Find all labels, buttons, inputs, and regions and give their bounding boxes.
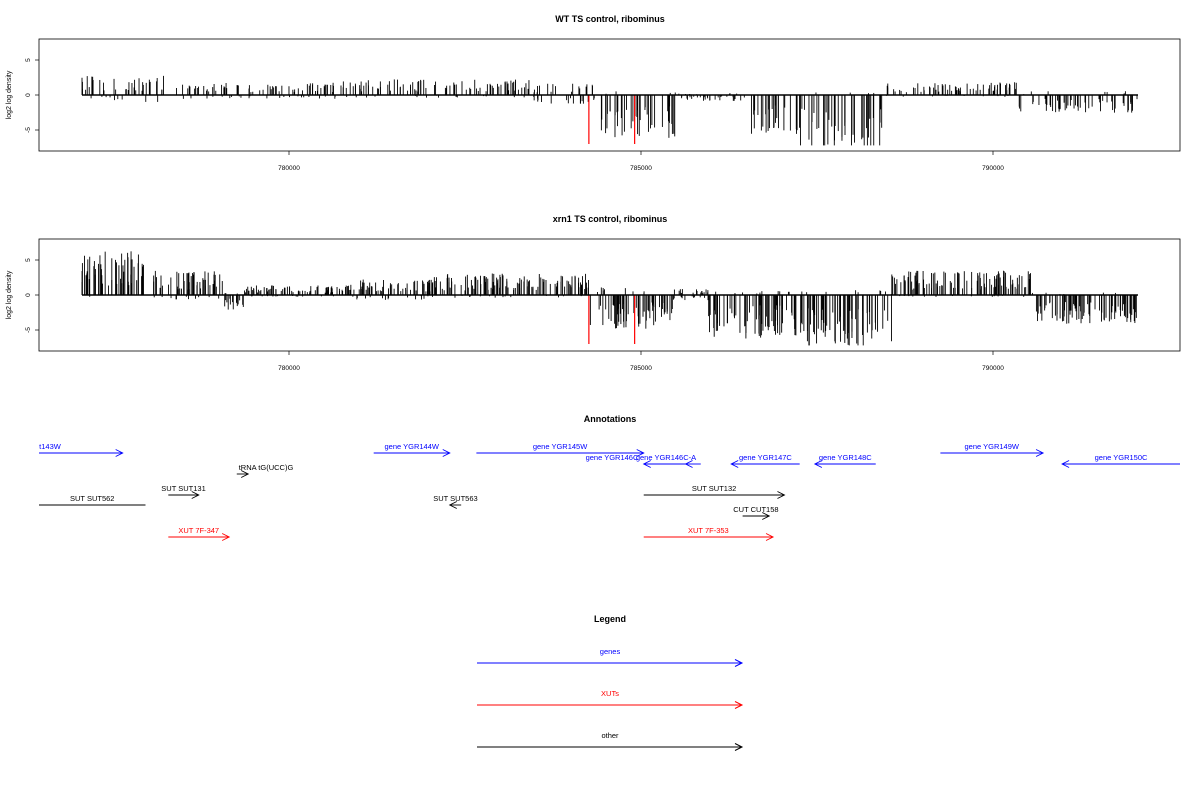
annotation-features: t143W gene YGR144W gene YGR145W gene YGR146… [39, 442, 1180, 541]
feature-label: gene YGR148C [819, 453, 872, 462]
annotation-feature: XUT 7F-347 [168, 526, 231, 541]
feature-label: gene YGR146C-A [636, 453, 696, 462]
xrn1-y-axis-label: log2 log density [6, 270, 13, 319]
annotation-feature: SUT SUT131 [161, 484, 206, 499]
wt-y-tick-label: -5 [25, 127, 32, 133]
arrowhead-right [221, 533, 231, 541]
wt-y-axis-label: log2 log density [6, 70, 13, 119]
legend-item: other [477, 731, 744, 751]
legend-item: XUTs [477, 689, 744, 709]
arrowhead-right [1035, 449, 1045, 457]
feature-label: gene YGR149W [964, 442, 1019, 451]
annotation-feature: gene YGR148C [813, 453, 876, 468]
feature-label: SUT SUT563 [433, 494, 477, 503]
annotation-feature: t143W [39, 442, 124, 457]
annotation-feature: gene YGR144W [373, 442, 451, 457]
annotation-feature: gene YGR146C [586, 453, 686, 468]
annotation-feature: gene YGR149W [940, 442, 1045, 457]
feature-label: gene YGR146C [586, 453, 639, 462]
legend: Legend genes XUTs other [477, 614, 744, 751]
wt-panel-title: WT TS control, ribominus [555, 14, 665, 24]
legend-items: genes XUTs other [477, 647, 744, 751]
arrowhead-left [448, 501, 457, 509]
arrowhead-left [684, 460, 693, 468]
feature-label: gene YGR145W [533, 442, 588, 451]
feature-label: SUT SUT562 [70, 494, 114, 503]
arrowhead-right [636, 449, 645, 457]
xrn1-y-tick-label: -5 [25, 327, 32, 333]
legend-item: genes [477, 647, 744, 667]
annotation-feature: SUT SUT132 [643, 484, 786, 499]
xrn1-x-tick-label: 790000 [982, 365, 1004, 372]
annotations-title: Annotations [584, 414, 637, 424]
feature-label: t143W [39, 442, 62, 451]
wt-x-tick-label: 785000 [630, 165, 652, 172]
arrowhead-left [813, 460, 823, 468]
wt-y-tick-label: 0 [25, 93, 32, 97]
feature-label: XUT 7F-347 [178, 526, 219, 535]
arrowhead-right [115, 449, 124, 457]
annotation-feature: CUT CUT158 [733, 505, 779, 520]
annotation-feature: tRNA tG(UCC)G [236, 463, 294, 478]
arrowhead-right [777, 491, 786, 499]
legend-arrowhead [734, 659, 744, 667]
xrn1-y-tick-label: 0 [25, 293, 32, 297]
annotation-feature: gene YGR150C [1061, 453, 1180, 468]
legend-arrowhead [734, 701, 744, 709]
arrowhead-right [191, 491, 200, 499]
arrowhead-right [442, 449, 451, 457]
annotation-feature: SUT SUT563 [433, 494, 478, 509]
feature-label: CUT CUT158 [733, 505, 778, 514]
xrn1-x-tick-label: 780000 [278, 365, 300, 372]
feature-label: gene YGR147C [739, 453, 792, 462]
xrn1-y-tick-label: 5 [25, 258, 32, 262]
annotations-panel: Annotations t143W gene YGR144W gene YGR145… [39, 414, 1180, 541]
wt-y-axis: 5 0 -5 log2 log density [6, 58, 39, 133]
wt-signal-bars [81, 75, 1138, 146]
annotation-feature: gene YGR145W [476, 442, 645, 457]
xrn1-y-axis: 5 0 -5 log2 log density [6, 258, 39, 333]
arrowhead-right [762, 512, 771, 520]
annotation-feature: SUT SUT562 [39, 494, 146, 506]
arrowhead-right [240, 470, 250, 478]
arrowhead-left [1061, 460, 1070, 468]
legend-label: genes [600, 647, 621, 656]
xrn1-x-tick-label: 785000 [630, 365, 652, 372]
legend-label: XUTs [601, 689, 619, 698]
legend-label: other [601, 731, 619, 740]
annotation-feature: XUT 7F-353 [643, 526, 775, 541]
xrn1-x-axis: 780000 785000 790000 [278, 351, 1004, 372]
xrn1-panel: xrn1 TS control, ribominus 5 0 -5 log2 l… [6, 214, 1181, 372]
arrowhead-right [765, 533, 775, 541]
annotation-feature: gene YGR147C [730, 453, 800, 468]
feature-label: gene YGR144W [384, 442, 439, 451]
wt-x-tick-label: 790000 [982, 165, 1004, 172]
xrn1-signal-bars [81, 251, 1137, 346]
legend-arrowhead [734, 743, 744, 751]
annotation-feature: gene YGR146C-A [636, 453, 701, 468]
wt-x-tick-label: 780000 [278, 165, 300, 172]
arrowhead-left [642, 460, 651, 468]
feature-label: gene YGR150C [1095, 453, 1148, 462]
feature-label: tRNA tG(UCC)G [239, 463, 294, 472]
wt-y-tick-label: 5 [25, 58, 32, 62]
feature-label: SUT SUT132 [692, 484, 736, 493]
wt-x-axis: 780000 785000 790000 [278, 151, 1004, 172]
xrn1-panel-title: xrn1 TS control, ribominus [553, 214, 668, 224]
wt-panel: WT TS control, ribominus 5 0 -5 log2 log… [6, 14, 1181, 172]
legend-title: Legend [594, 614, 626, 624]
arrowhead-left [730, 460, 739, 468]
feature-label: SUT SUT131 [161, 484, 205, 493]
feature-label: XUT 7F-353 [688, 526, 729, 535]
